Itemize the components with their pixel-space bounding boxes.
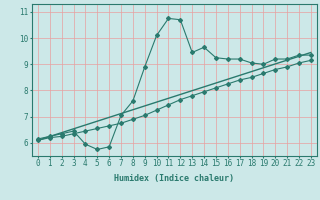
X-axis label: Humidex (Indice chaleur): Humidex (Indice chaleur) [115,174,234,183]
